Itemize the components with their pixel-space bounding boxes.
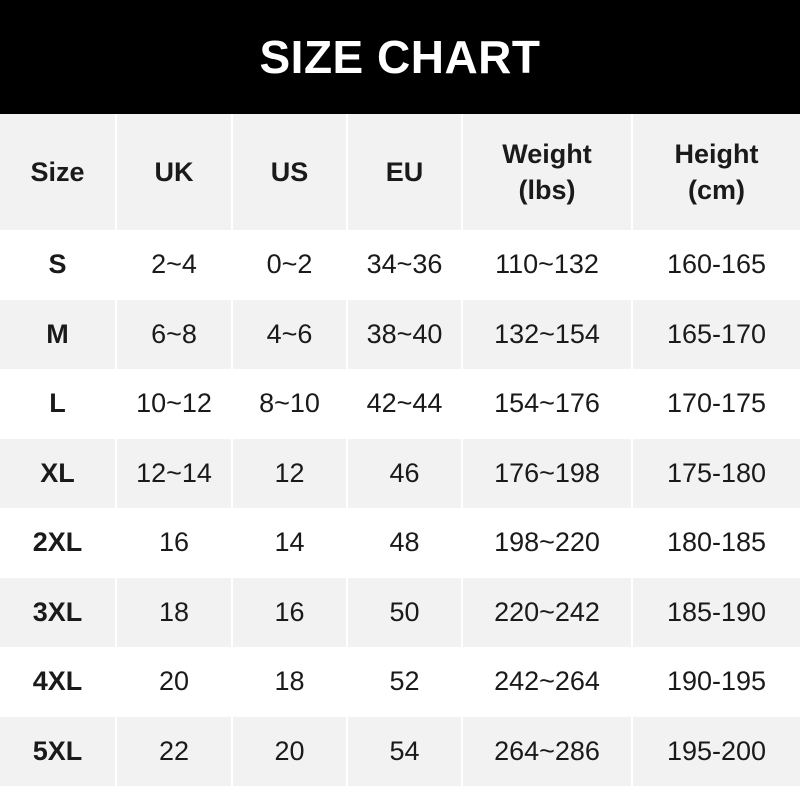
table-cell: 20 [231, 716, 347, 786]
column-header: US [231, 114, 347, 230]
column-header: Size [0, 114, 116, 230]
column-header-label: UK [154, 157, 194, 187]
table-cell: 2~4 [115, 230, 232, 300]
table-cell: 170-175 [631, 369, 800, 439]
table-cell: 242~264 [461, 647, 632, 717]
size-cell: XL [0, 438, 116, 508]
table-cell: 48 [346, 508, 462, 578]
table-cell: 132~154 [461, 299, 632, 369]
table-cell: 18 [231, 647, 347, 717]
table-row: M 6~8 4~6 38~40 132~154 165-170 [0, 299, 800, 369]
table-cell: 52 [346, 647, 462, 717]
size-cell: 4XL [32, 666, 83, 697]
table-cell: 110~132 [461, 230, 632, 300]
table-cell: 54 [346, 716, 462, 786]
size-table: Size UK US EU Weight (lbs) Height (cm) S 2~4 0~2 3… [0, 114, 800, 786]
table-cell: 46 [346, 438, 462, 508]
table-row: S 2~4 0~2 34~36 110~132 160-165 [0, 230, 800, 300]
table-cell: 8~10 [231, 369, 347, 439]
table-cell: 16 [231, 577, 347, 647]
table-cell: 42~44 [346, 369, 462, 439]
column-header: Weight (lbs) [461, 114, 632, 230]
table-row: L 10~12 8~10 42~44 154~176 170-175 [0, 369, 800, 439]
chart-title: SIZE CHART [0, 0, 800, 114]
table-cell: 175-180 [631, 438, 800, 508]
column-header: Height (cm) [631, 114, 800, 230]
size-cell: S [48, 249, 67, 280]
table-cell: 180-185 [631, 508, 800, 578]
column-header-label: Height [674, 139, 759, 169]
column-header: UK [115, 114, 232, 230]
table-row: 3XL 18 16 50 220~242 185-190 [0, 577, 800, 647]
column-header-unit: (cm) [687, 175, 745, 205]
table-cell: 12 [231, 438, 347, 508]
table-cell: 16 [115, 508, 232, 578]
table-cell: 34~36 [346, 230, 462, 300]
table-cell: 154~176 [461, 369, 632, 439]
size-cell: L [49, 388, 66, 419]
table-row: 4XL 20 18 52 242~264 190-195 [0, 647, 800, 717]
table-cell: 38~40 [346, 299, 462, 369]
column-header-label: Size [30, 157, 85, 187]
column-header-label: Weight [502, 139, 592, 169]
column-header: EU [346, 114, 462, 230]
table-cell: 4~6 [231, 299, 347, 369]
table-cell: 12~14 [115, 438, 232, 508]
table-cell: 6~8 [115, 299, 232, 369]
table-cell: 10~12 [115, 369, 232, 439]
table-cell: 20 [115, 647, 232, 717]
table-cell: 220~242 [461, 577, 632, 647]
table-cell: 14 [231, 508, 347, 578]
size-cell: 2XL [32, 527, 83, 558]
table-cell: 195-200 [631, 716, 800, 786]
table-cell: 165-170 [631, 299, 800, 369]
table-cell: 160-165 [631, 230, 800, 300]
table-cell: 18 [115, 577, 232, 647]
table-cell: 22 [115, 716, 232, 786]
table-cell: 0~2 [231, 230, 347, 300]
column-header-label: US [270, 157, 309, 187]
table-cell: 264~286 [461, 716, 632, 786]
size-cell: M [0, 299, 116, 369]
header-row: Size UK US EU Weight (lbs) Height (cm) [0, 114, 800, 230]
table-cell: 198~220 [461, 508, 632, 578]
table-row: 5XL 22 20 54 264~286 195-200 [0, 716, 800, 786]
table-row: XL 12~14 12 46 176~198 175-180 [0, 438, 800, 508]
table-cell: 185-190 [631, 577, 800, 647]
table-row: 2XL 16 14 48 198~220 180-185 [0, 508, 800, 578]
size-cell: 3XL [0, 577, 116, 647]
column-header-unit: (lbs) [518, 175, 576, 205]
size-cell: 5XL [0, 716, 116, 786]
column-header-label: EU [385, 157, 424, 187]
table-cell: 176~198 [461, 438, 632, 508]
table-cell: 50 [346, 577, 462, 647]
table-cell: 190-195 [631, 647, 800, 717]
